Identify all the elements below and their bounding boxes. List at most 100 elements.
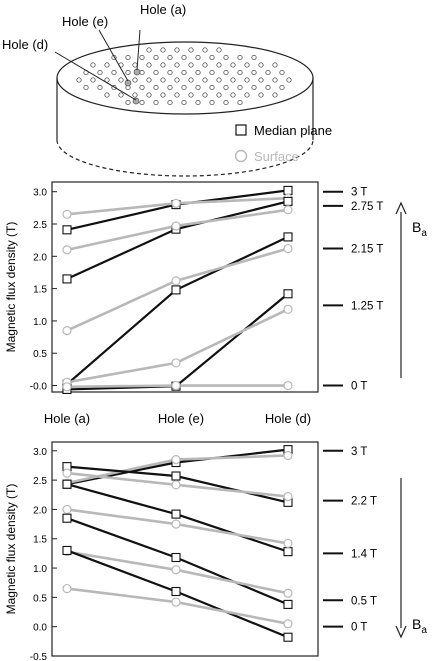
surface-point — [283, 243, 293, 254]
hole-36 — [153, 69, 159, 76]
hole-0 — [146, 47, 152, 53]
hole-98 — [237, 99, 243, 106]
hole-40 — [209, 69, 215, 76]
median-point — [283, 547, 293, 557]
hole-80 — [146, 92, 152, 98]
surface-point — [62, 583, 72, 594]
field-label: 1.4 T — [351, 548, 377, 560]
hole-a-label: Hole (a) — [140, 2, 186, 17]
chart-bottom: Magnetic flux density (T) -0.5 0.0 0.5 1.0 1… — [4, 441, 427, 661]
median-point — [62, 513, 72, 523]
y-tick-label: 2.5 — [33, 476, 47, 487]
median-point — [171, 552, 181, 563]
hole-97 — [223, 99, 229, 106]
hole-86 — [230, 92, 236, 98]
surface-point — [171, 565, 181, 575]
hole-60 — [272, 77, 278, 83]
hole-47 — [90, 77, 96, 83]
surface-point — [62, 209, 72, 219]
median-point — [171, 471, 181, 481]
x-label-hole-a: Hole (a) — [44, 411, 90, 426]
arrow-down-label: Ba — [412, 616, 427, 636]
chart-top: Magnetic flux density (T) -0.0 0.5 1.0 1.5 2… — [4, 181, 427, 394]
y-tick-label: -0.5 — [30, 652, 48, 661]
surface-point — [283, 619, 293, 629]
surface-point — [283, 588, 293, 598]
median-point — [62, 479, 72, 489]
hole-49 — [118, 77, 124, 83]
hole-2 — [174, 47, 180, 53]
chart-top-frame — [51, 181, 319, 393]
hole-18 — [104, 62, 110, 68]
surface-point — [283, 380, 293, 391]
surface-point — [171, 221, 181, 231]
legend: Median plane Surface — [234, 123, 332, 164]
field-label: 1.25 T — [351, 300, 383, 312]
hole-21 — [146, 62, 152, 68]
surface-point — [171, 519, 181, 529]
hole-26 — [216, 62, 222, 68]
x-label-hole-e: Hole (e) — [158, 411, 204, 426]
surface-point — [171, 480, 181, 490]
hole-92 — [153, 99, 159, 106]
hole-79 — [132, 92, 138, 98]
arrow-down-subscript: a — [421, 625, 427, 636]
hole-e-label: Hole (e) — [62, 14, 108, 29]
y-tick-label: 2.0 — [33, 505, 47, 516]
y-tick-label: 2.0 — [33, 252, 47, 263]
hole-16 — [251, 54, 257, 61]
hole-70 — [195, 84, 201, 91]
hole-84 — [202, 92, 208, 98]
pointer-hole-a — [136, 29, 141, 71]
hole-78 — [118, 92, 124, 98]
median-series-line — [66, 200, 289, 280]
hole-10 — [167, 54, 173, 61]
chart-top-field-labels: 3 T 2.75 T 2.15 T 1.25 T 0 T — [323, 187, 383, 393]
hole-57 — [230, 77, 236, 83]
hole-12 — [195, 54, 201, 61]
hole-35 — [139, 69, 145, 76]
hole-15 — [237, 54, 243, 61]
hole-42 — [237, 69, 243, 76]
y-tick-label: 1.5 — [33, 285, 47, 296]
hole-66 — [139, 84, 145, 91]
hole-75 — [265, 84, 271, 91]
hole-82 — [174, 92, 180, 98]
hole-90 — [125, 99, 131, 106]
hole-67 — [153, 84, 159, 91]
hole-76 — [279, 84, 285, 91]
surface-point — [171, 198, 181, 208]
legend-surface-marker — [234, 149, 248, 163]
field-label: 2.2 T — [351, 496, 377, 508]
hole-81 — [160, 92, 166, 98]
hole-8 — [139, 54, 145, 61]
hole-pattern — [76, 47, 292, 106]
hole-63 — [97, 84, 103, 91]
hole-89 — [272, 92, 278, 98]
field-label: 3 T — [351, 446, 367, 458]
hole-45 — [279, 69, 285, 76]
y-tick-label: 2.5 — [33, 220, 47, 231]
hole-14 — [223, 54, 229, 61]
hole-94 — [181, 99, 187, 106]
hole-9 — [153, 54, 159, 61]
chart-bottom-series — [62, 445, 293, 642]
hole-73 — [237, 84, 243, 91]
surface-point — [62, 245, 72, 255]
surface-point — [283, 538, 293, 549]
hole-88 — [258, 92, 264, 98]
legend-median-label: Median plane — [254, 123, 332, 138]
hole-83 — [188, 92, 194, 98]
hole-28 — [244, 62, 250, 68]
hole-25 — [202, 62, 208, 68]
surface-point — [283, 205, 293, 215]
y-tick-label: 3.0 — [33, 447, 47, 458]
y-tick-label: 0.0 — [33, 623, 47, 634]
hole-74 — [251, 84, 257, 91]
median-series-line — [66, 292, 289, 391]
hole-50 — [132, 77, 138, 83]
hole-20 — [132, 62, 138, 68]
x-category-labels: Hole (a) Hole (e) Hole (d) — [44, 411, 311, 426]
hole-58 — [244, 77, 250, 83]
surface-point — [62, 504, 72, 515]
